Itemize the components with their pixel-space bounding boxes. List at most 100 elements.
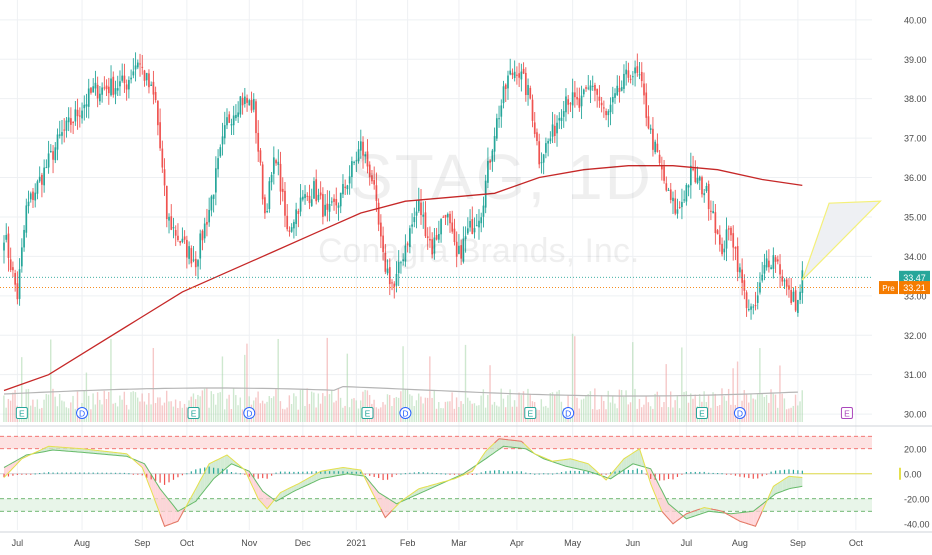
candle: [16, 271, 19, 305]
candle-body: [72, 122, 74, 124]
candle-body: [694, 168, 697, 183]
candle-body: [38, 176, 41, 182]
candle-body: [768, 260, 770, 268]
candle: [752, 304, 755, 315]
earnings-marker[interactable]: E: [840, 407, 853, 419]
candle: [438, 220, 440, 244]
dividend-marker[interactable]: D: [733, 407, 746, 419]
price-tick-label: 31.00: [904, 370, 927, 380]
volume-bar: [72, 395, 74, 422]
candle: [139, 53, 141, 77]
volume-bar: [29, 405, 32, 422]
last-price-value: 33.47: [903, 273, 926, 283]
candle-body: [618, 88, 621, 93]
candle: [721, 237, 723, 257]
earnings-marker[interactable]: E: [695, 407, 708, 419]
candle: [747, 299, 750, 312]
volume-bar: [92, 393, 94, 422]
candle: [148, 69, 150, 94]
time-tick-label: Aug: [74, 538, 90, 548]
oscillator-fill: [657, 481, 660, 506]
candle: [310, 188, 313, 207]
oscillator-fill: [224, 455, 227, 470]
candle-body: [286, 215, 289, 230]
candle: [288, 226, 291, 237]
volume-bar: [520, 395, 522, 422]
candle: [67, 107, 70, 132]
oscillator-histogram-bar: [386, 473, 389, 480]
oscillator-histogram-bar: [431, 472, 433, 474]
earnings-marker[interactable]: E: [361, 407, 374, 419]
earnings-marker[interactable]: E: [524, 407, 537, 419]
dividend-marker[interactable]: D: [399, 407, 412, 419]
oscillator-histogram-bar: [623, 469, 625, 474]
oscillator-histogram-bar: [476, 473, 478, 475]
volume-bar: [7, 398, 10, 422]
volume-bar: [221, 356, 224, 422]
dividend-marker[interactable]: D: [562, 407, 575, 419]
oscillator-fill: [494, 440, 497, 453]
candle: [790, 278, 793, 305]
candle: [453, 218, 456, 246]
oscillator-fill: [501, 439, 504, 448]
volume-bar: [41, 407, 43, 422]
oscillator-histogram-bar: [502, 471, 505, 474]
dividend-badge: [733, 407, 746, 419]
candle: [594, 82, 596, 102]
candle: [223, 111, 226, 145]
candle-body: [45, 167, 48, 169]
volume-bar: [179, 401, 181, 422]
volume-bar: [36, 399, 39, 422]
candle-body: [710, 210, 712, 212]
volume-bar: [112, 403, 114, 422]
volume-bar: [128, 409, 130, 422]
candle: [455, 231, 458, 268]
volume-bar: [277, 338, 279, 422]
candle: [290, 223, 293, 233]
candle: [87, 78, 90, 119]
oscillator-histogram-bar: [244, 473, 246, 475]
candle-body: [750, 306, 752, 310]
volume-bar: [402, 346, 404, 422]
oscillator-fill: [777, 481, 781, 493]
time-tick-label: Oct: [849, 538, 864, 548]
candle: [65, 117, 68, 138]
dividend-marker[interactable]: D: [243, 407, 256, 419]
candle-body: [578, 98, 581, 108]
volume-bar: [96, 392, 99, 422]
candle-body: [683, 199, 685, 201]
candle-body: [415, 211, 418, 216]
candle: [723, 240, 726, 261]
pre-market-badge: [879, 281, 898, 295]
time-tick-label: Apr: [510, 538, 524, 548]
oscillator-fill: [632, 451, 636, 465]
oscillator-histogram-bar: [275, 472, 277, 474]
oscillator-histogram-bar: [230, 472, 233, 474]
event-label: E: [19, 408, 25, 418]
pre-market-label: Pre: [882, 284, 895, 293]
candle: [34, 183, 37, 208]
oscillator-fill: [704, 507, 707, 513]
dividend-marker[interactable]: D: [76, 407, 89, 419]
candle: [56, 128, 59, 161]
candle: [545, 137, 547, 159]
candle-body: [435, 235, 438, 240]
forecast-projection: [801, 200, 882, 281]
candle-body: [355, 160, 358, 162]
candle-body: [295, 209, 297, 225]
volume-bar: [473, 403, 476, 422]
candle: [119, 70, 121, 96]
candle-body: [116, 88, 119, 91]
candle-body: [243, 96, 246, 104]
earnings-marker[interactable]: E: [187, 407, 200, 419]
volume-bar: [203, 388, 206, 422]
candle-body: [580, 95, 583, 107]
candle-body: [272, 157, 275, 174]
oscillator-fill: [586, 463, 589, 472]
candle: [567, 95, 570, 115]
volume-bar: [627, 404, 629, 422]
earnings-marker[interactable]: E: [15, 407, 28, 419]
volume-bar: [647, 402, 650, 422]
oscillator-fill: [86, 449, 89, 453]
